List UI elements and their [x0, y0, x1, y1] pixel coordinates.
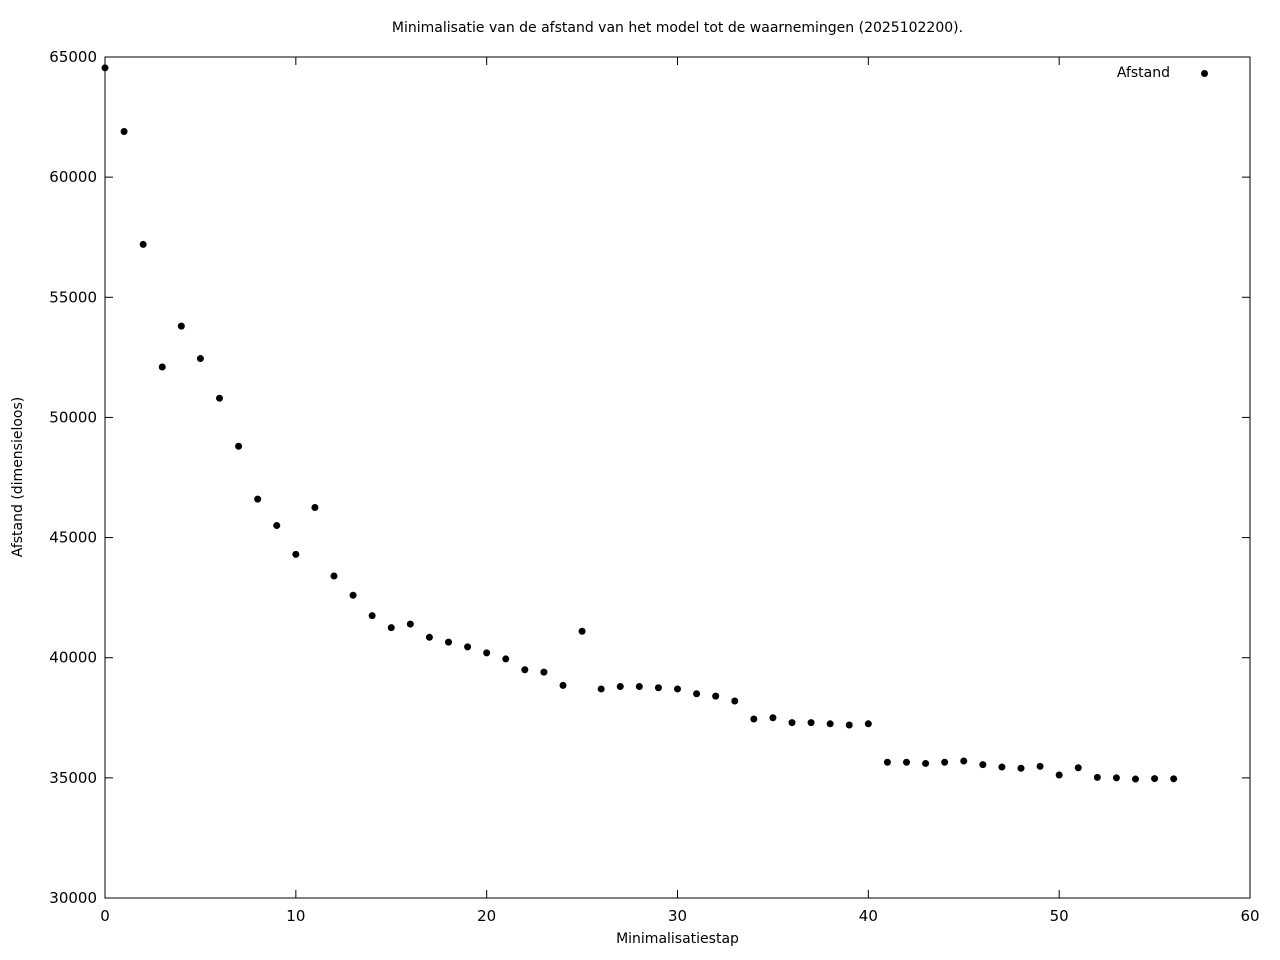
data-point — [311, 504, 319, 512]
plot-border — [104, 56, 1251, 899]
x-tick-label: 50 — [1050, 907, 1069, 925]
data-point — [864, 720, 872, 728]
data-point — [788, 719, 796, 727]
x-axis-label: Minimalisatiestap — [616, 931, 739, 947]
data-point — [120, 127, 128, 135]
data-point — [1151, 775, 1159, 783]
y-tick-label: 40000 — [49, 649, 97, 667]
x-tick-label: 60 — [1240, 907, 1259, 925]
data-point — [1170, 775, 1178, 783]
data-point — [578, 627, 586, 635]
data-point — [1055, 771, 1063, 779]
data-point — [903, 758, 910, 766]
data-point — [826, 720, 834, 728]
x-tick-label: 10 — [286, 907, 305, 925]
data-point — [712, 692, 720, 700]
data-point — [521, 666, 529, 674]
y-tick-label: 60000 — [49, 168, 97, 186]
data-point — [177, 322, 185, 330]
data-point — [750, 715, 758, 723]
data-point — [235, 442, 243, 450]
data-point — [845, 721, 853, 729]
data-point — [216, 394, 223, 402]
y-axis-label: Afstand (dimensieloos) — [10, 396, 26, 558]
data-point — [559, 681, 567, 689]
data-point — [616, 683, 624, 691]
data-point — [540, 668, 548, 676]
y-tick-label: 30000 — [49, 889, 97, 907]
data-point — [693, 690, 701, 698]
data-point — [196, 355, 204, 363]
data-point — [960, 757, 968, 765]
y-tick-label: 45000 — [49, 529, 97, 547]
data-point — [1017, 764, 1025, 772]
data-point — [597, 685, 605, 693]
y-tick-label: 50000 — [49, 408, 97, 426]
x-tick-label: 40 — [859, 907, 878, 925]
data-point — [922, 759, 930, 767]
data-point — [807, 719, 815, 727]
data-point — [464, 643, 472, 651]
data-point — [1036, 762, 1044, 770]
chart-title: Minimalisatie van de afstand van het mod… — [391, 20, 964, 36]
data-point — [1074, 764, 1082, 772]
data-point — [101, 64, 109, 72]
data-point — [406, 620, 414, 628]
data-point — [998, 763, 1006, 771]
data-point — [368, 612, 376, 620]
data-point — [941, 758, 949, 766]
data-point — [769, 714, 777, 722]
x-tick-label: 20 — [477, 907, 496, 925]
data-point — [1093, 773, 1101, 781]
legend-label-afstand: Afstand — [1116, 65, 1170, 81]
data-point — [635, 683, 643, 691]
y-tick-label: 65000 — [49, 48, 97, 66]
data-point — [254, 495, 262, 503]
data-point — [330, 572, 338, 580]
data-point — [445, 638, 452, 646]
data-point — [483, 649, 491, 657]
data-point — [731, 697, 739, 705]
data-point — [273, 522, 281, 530]
x-tick-label: 30 — [668, 907, 687, 925]
data-point — [1132, 775, 1139, 783]
data-point — [1112, 774, 1120, 782]
data-point — [349, 591, 357, 599]
data-point — [425, 633, 433, 641]
x-tick-label: 0 — [100, 907, 110, 925]
data-point — [292, 550, 300, 558]
data-point — [139, 240, 147, 248]
data-point — [654, 684, 662, 692]
data-point — [883, 758, 891, 766]
y-tick-label: 55000 — [49, 288, 97, 306]
data-point — [158, 363, 166, 371]
data-point — [979, 761, 987, 769]
data-point — [674, 685, 681, 693]
y-tick-label: 35000 — [49, 769, 97, 787]
data-point — [387, 624, 395, 632]
data-point — [502, 655, 510, 663]
filled-circle-marker-icon — [1201, 70, 1208, 77]
